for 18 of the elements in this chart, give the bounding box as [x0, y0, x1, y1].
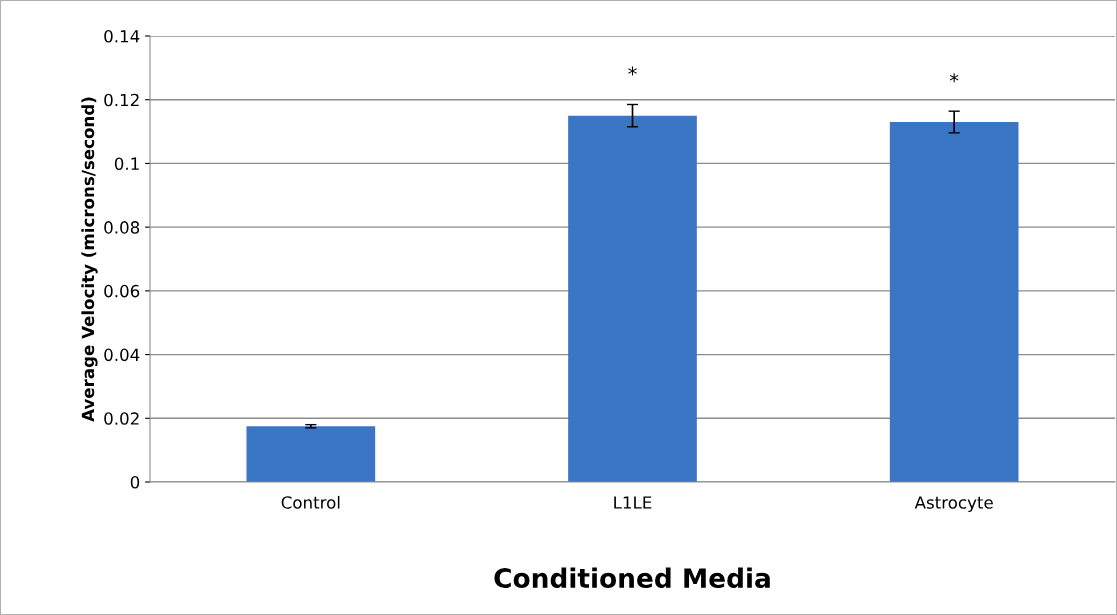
y-tick-label: 0.04	[104, 348, 140, 362]
x-axis-title: Conditioned Media	[494, 567, 770, 588]
y-tick-label: 0.14	[104, 29, 140, 43]
bar	[568, 115, 697, 482]
bar	[889, 122, 1019, 482]
y-tick-label: 0.1	[114, 157, 139, 170]
x-tick-label: Astrocyte	[914, 496, 993, 513]
y-tick-label: 0	[130, 475, 140, 489]
bar	[246, 426, 376, 482]
x-tick-label: Control	[281, 495, 340, 509]
y-tick-label: 0.06	[104, 284, 140, 298]
x-tick-label: L1LE	[614, 496, 652, 509]
annotation: *	[628, 66, 637, 76]
y-tick-label: 0.02	[104, 412, 139, 425]
y-axis-title: Average Velocity (microns/second)	[81, 97, 98, 422]
y-tick-label: 0.12	[104, 93, 139, 107]
annotation: *	[949, 73, 959, 83]
y-tick-label: 0.08	[104, 221, 140, 234]
